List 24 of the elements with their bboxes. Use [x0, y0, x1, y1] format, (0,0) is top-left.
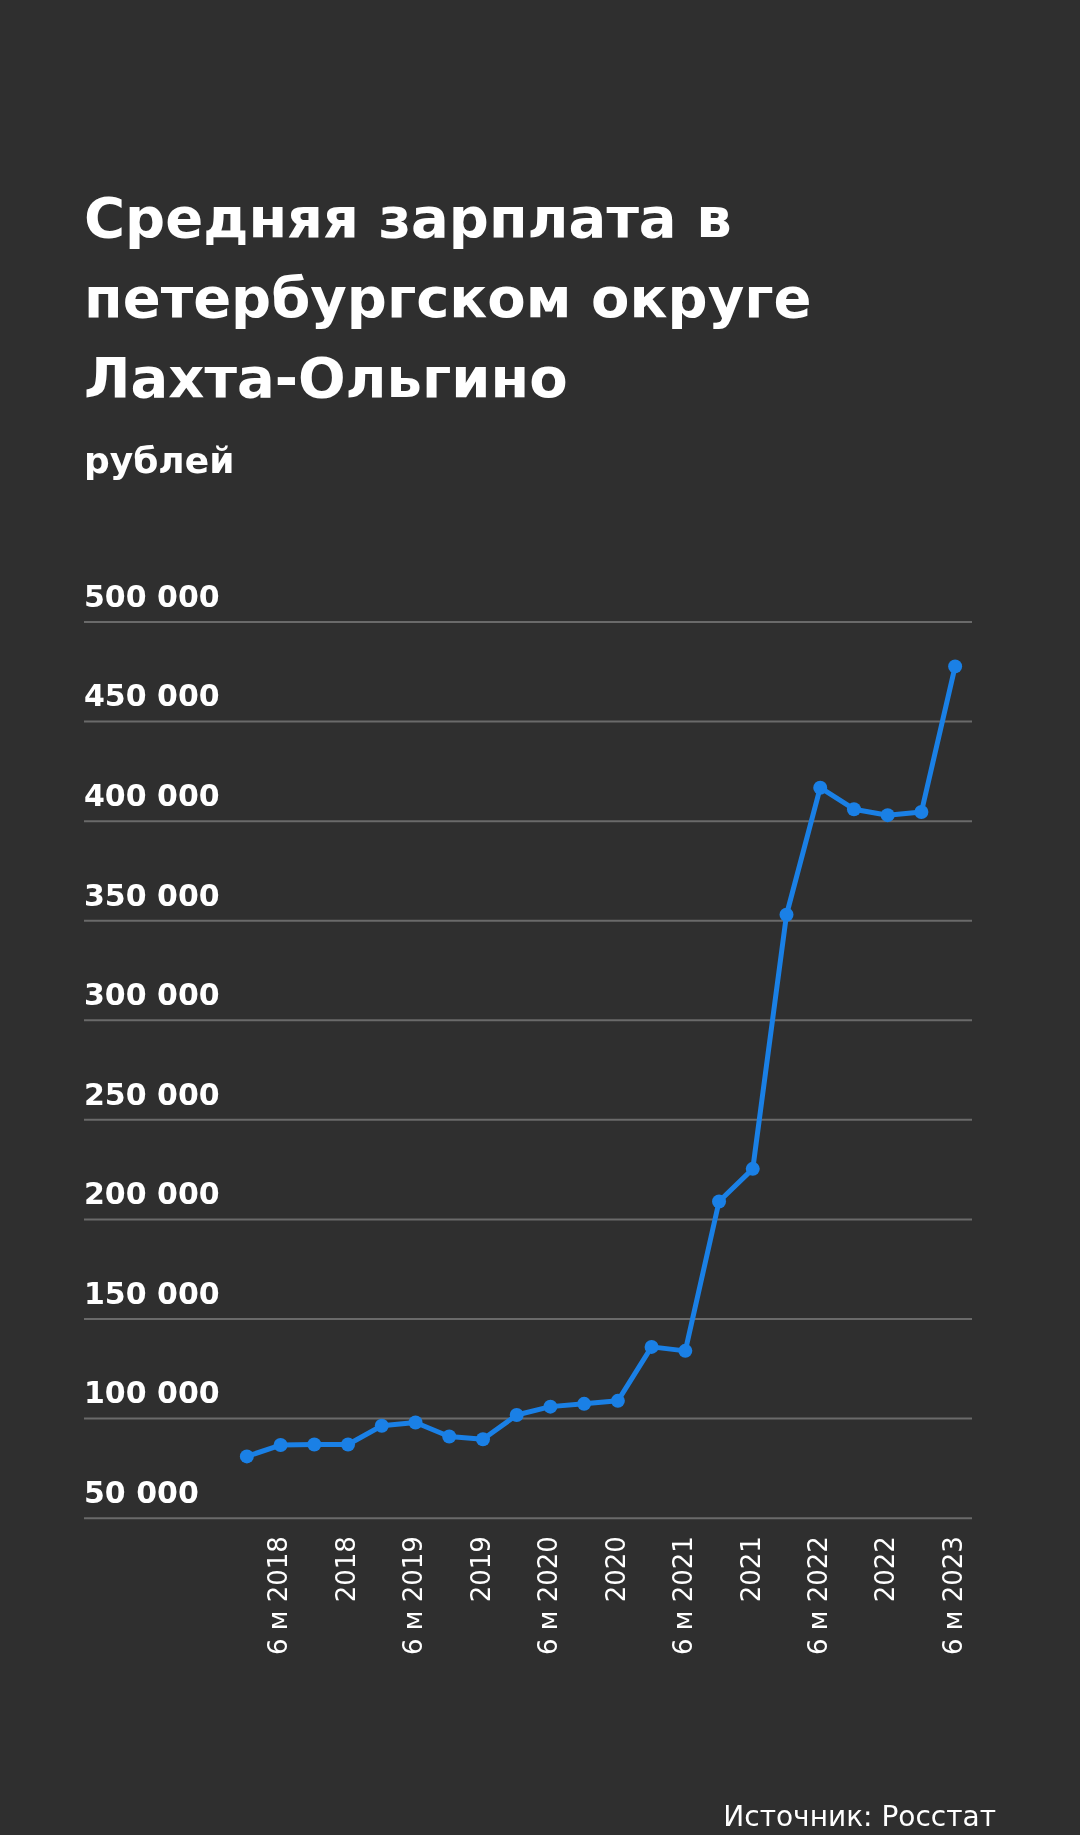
text: Источник: Росстат — [723, 1800, 996, 1833]
x-tick-label: 6 м 2022 — [802, 1536, 833, 1656]
y-tick-label: 350 000 — [84, 877, 220, 913]
x-tick-label: 2021 — [735, 1536, 766, 1603]
y-tick-label: 50 000 — [84, 1474, 199, 1510]
y-tick-label: 450 000 — [84, 678, 220, 714]
x-tick-label: 6 м 2019 — [398, 1536, 429, 1656]
y-tick-label: 300 000 — [84, 977, 220, 1013]
y-tick-label: 250 000 — [84, 1076, 220, 1112]
chart-title: Средняя зарплата в петербургском округе Лахта-Ольгино — [84, 184, 813, 412]
x-tick-label: 6 м 2020 — [533, 1536, 564, 1656]
y-tick-label: 500 000 — [84, 578, 220, 614]
x-tick-label: 2019 — [465, 1536, 496, 1603]
x-tick-label: 2022 — [870, 1536, 901, 1603]
chart-subtitle: рублей — [84, 440, 235, 481]
y-tick-label: 100 000 — [84, 1375, 220, 1411]
y-tick-label: 400 000 — [84, 777, 220, 813]
y-tick-label: 200 000 — [84, 1176, 220, 1212]
y-tick-label: 150 000 — [84, 1275, 220, 1311]
x-tick-label: 6 м 2023 — [937, 1536, 968, 1656]
x-tick-label: 6 м 2021 — [668, 1536, 699, 1656]
x-tick-label: 2018 — [330, 1536, 361, 1603]
x-tick-label: 2020 — [600, 1536, 631, 1603]
x-tick-label: 6 м 2018 — [263, 1536, 294, 1656]
